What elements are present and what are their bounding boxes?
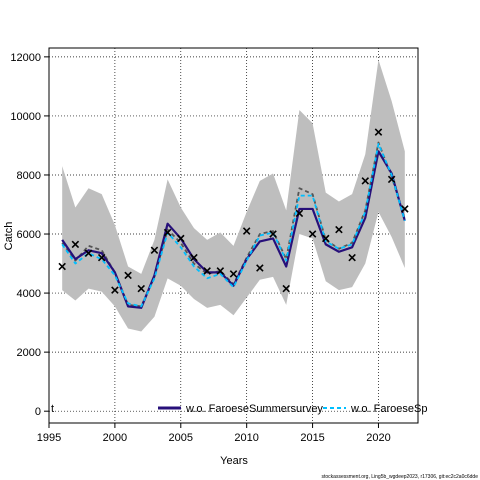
series-line-1 (61, 143, 406, 308)
y-tick-label: 12000 (10, 52, 41, 64)
observed-point (111, 286, 119, 294)
observed-point (216, 267, 225, 275)
observed-point (361, 177, 370, 185)
observed-point (242, 227, 251, 235)
observed-point (295, 209, 304, 218)
observed-point (84, 249, 93, 257)
confidence-band (62, 59, 405, 332)
x-tick-label: 2000 (103, 432, 127, 444)
observed-point (58, 262, 66, 271)
y-tick-label: 2000 (17, 347, 41, 359)
confidence-band-area (62, 59, 405, 332)
y-tick-label: 6000 (17, 229, 41, 241)
observed-point (321, 234, 330, 243)
x-axis-title: Years (220, 455, 248, 467)
observed-point (269, 230, 277, 238)
y-tick-label: 4000 (17, 288, 41, 300)
legend-tag: t (51, 403, 54, 415)
observed-point (71, 240, 80, 249)
x-tick-label: 2015 (300, 432, 324, 444)
observed-point (229, 270, 238, 278)
observed-point (177, 234, 185, 243)
series-lines (61, 141, 406, 309)
observed-point (335, 225, 343, 234)
x-tick-label: 2010 (234, 432, 258, 444)
observed-point (374, 128, 383, 136)
legend-label-summersurvey: w.o. FaroeseSummersurvey (185, 403, 323, 415)
legend: t w.o. FaroeseSummersurvey w.o. FaroeseS… (51, 403, 427, 415)
y-axis-title: Catch (3, 222, 15, 251)
observed-point (97, 253, 106, 262)
observed-point (150, 246, 159, 255)
observed-point (256, 264, 264, 272)
y-tick-label: 0 (35, 406, 41, 418)
y-axis: 0 2000 4000 6000 8000 10000 12000 (10, 52, 49, 418)
observed-point (348, 253, 356, 262)
observed-point (190, 253, 198, 262)
x-tick-label: 2005 (169, 432, 193, 444)
y-tick-label: 8000 (17, 170, 41, 182)
observed-point (124, 271, 132, 280)
plot-frame (48, 47, 419, 424)
y-tick-label: 10000 (10, 111, 41, 123)
observed-point (387, 175, 396, 184)
observed-point (401, 205, 409, 213)
x-axis: 1995 2000 2005 2010 2015 2020 (37, 423, 391, 444)
x-tick-label: 1995 (37, 432, 61, 444)
legend-label-sp: w.o. FaroeseSp (350, 403, 427, 415)
observed-point (308, 230, 317, 238)
observed-point (137, 284, 146, 293)
observed-points (58, 128, 409, 294)
observed-point (282, 284, 290, 293)
x-tick-label: 2020 (366, 432, 390, 444)
footnote: stockassessment.org, Ling5b_wgdeep2023, … (322, 474, 479, 480)
observed-point (203, 267, 211, 275)
observed-point (163, 228, 172, 237)
